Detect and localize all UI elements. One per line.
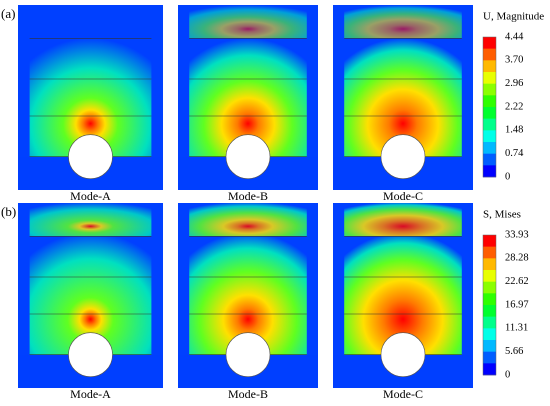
legend-band	[483, 165, 496, 178]
contour-plot	[18, 203, 163, 388]
legend-tick: 22.62	[505, 276, 529, 287]
contour-top	[189, 5, 307, 39]
mode-label: Mode-C	[383, 189, 423, 203]
legend-band	[483, 293, 496, 306]
legend-tick: 33.93	[505, 229, 529, 240]
panel-label: (a)	[1, 6, 15, 21]
mode-label: Mode-A	[70, 189, 111, 203]
legend-band	[483, 48, 496, 61]
legend-band	[483, 340, 496, 352]
hole	[68, 332, 113, 378]
legend-band	[483, 130, 496, 143]
legend-frame	[482, 234, 497, 376]
contour-plot	[18, 5, 163, 190]
contour-plot	[333, 203, 473, 388]
contour-top	[344, 203, 462, 237]
legend-tick: 2.22	[505, 101, 523, 112]
hole	[380, 134, 426, 179]
legend-band	[483, 258, 496, 271]
mode-label: Mode-C	[383, 387, 423, 401]
legend-title: U, Magnitude	[483, 11, 544, 23]
legend-band	[483, 107, 496, 119]
legend-band	[483, 246, 496, 259]
legend-band	[483, 363, 496, 376]
legend-band	[483, 37, 496, 49]
legend-band	[483, 153, 496, 166]
legend-tick: 4.44	[505, 31, 524, 42]
legend-tick: 5.66	[505, 346, 523, 357]
legend-band	[483, 305, 496, 317]
legend-frame	[482, 36, 497, 178]
hole	[380, 332, 426, 378]
legend-band	[483, 60, 496, 73]
contour-plot	[333, 5, 473, 190]
mode-label: Mode-A	[70, 387, 111, 401]
legend-tick: 0.74	[505, 148, 524, 159]
contour-plot	[178, 203, 318, 388]
legend-tick: 2.96	[505, 78, 523, 89]
legend-band	[483, 142, 496, 154]
legend-tick: 28.28	[505, 253, 529, 264]
hole	[225, 134, 271, 179]
contour-top	[344, 5, 462, 39]
legend-band	[483, 95, 496, 108]
legend-band	[483, 316, 496, 329]
contour-top	[29, 203, 152, 237]
mode-label: Mode-B	[228, 387, 268, 401]
legend-band	[483, 83, 496, 96]
legend-tick: 0	[505, 369, 510, 380]
legend-tick: 1.48	[505, 125, 523, 136]
hole	[225, 332, 271, 378]
contour-plot	[178, 5, 318, 190]
legend-band	[483, 281, 496, 294]
contour-top	[189, 203, 307, 237]
legend-tick: 0	[505, 171, 510, 182]
panel-label: (b)	[1, 204, 16, 219]
legend-band	[483, 351, 496, 364]
legend-band	[483, 118, 496, 131]
legend-band	[483, 72, 496, 84]
hole	[68, 134, 113, 179]
legend-title: S, Mises	[483, 209, 521, 221]
legend-band	[483, 235, 496, 247]
legend-band	[483, 270, 496, 282]
legend-tick: 11.31	[505, 323, 528, 334]
legend-band	[483, 328, 496, 341]
legend-tick: 16.97	[505, 299, 529, 310]
mode-label: Mode-B	[228, 189, 268, 203]
legend-tick: 3.70	[505, 55, 523, 66]
